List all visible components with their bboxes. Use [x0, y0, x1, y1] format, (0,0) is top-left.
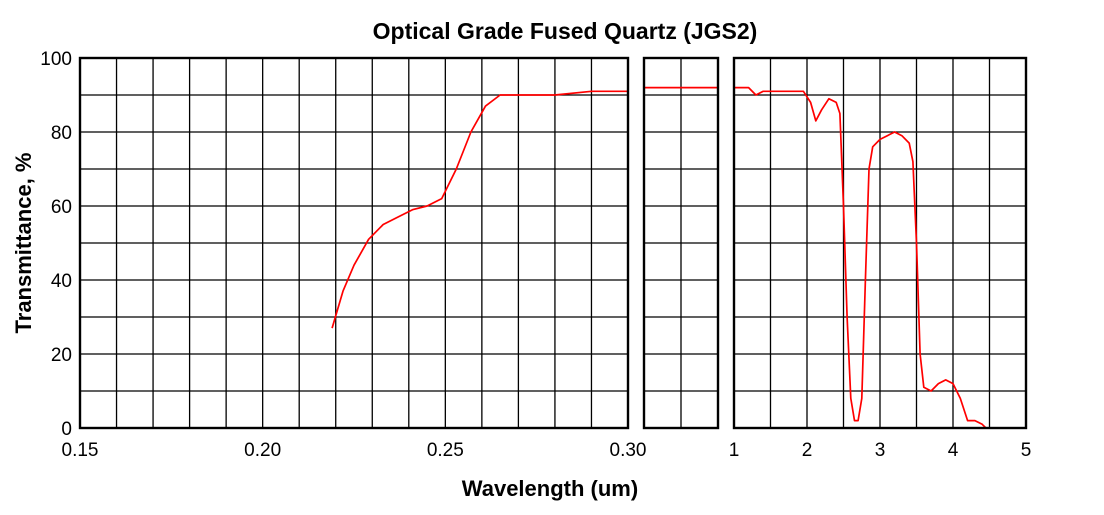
- y-tick-label: 0: [61, 419, 72, 440]
- x-tick-label: 2: [802, 440, 813, 461]
- plot-panel-frame-1: [78, 56, 630, 430]
- x-tick-label: 5: [1021, 440, 1032, 461]
- transmittance-series-panel-3: [734, 86, 987, 429]
- x-tick-label: 0.30: [610, 440, 647, 461]
- y-tick-label: 100: [40, 49, 72, 70]
- y-tick-label: 40: [51, 271, 72, 292]
- x-tick-label: 0.20: [244, 440, 281, 461]
- y-tick-label: 80: [51, 123, 72, 144]
- x-tick-label: 0.25: [427, 440, 464, 461]
- chart-title: Optical Grade Fused Quartz (JGS2): [373, 18, 758, 44]
- x-tick-label: 3: [875, 440, 886, 461]
- plot-panel-frame-3: [732, 56, 1028, 430]
- y-tick-label: 60: [51, 197, 72, 218]
- x-tick-label: 0.15: [62, 440, 99, 461]
- transmittance-series-panel-1: [331, 90, 628, 329]
- x-tick-label: 1: [729, 440, 740, 461]
- plot-panel-frame-2: [642, 56, 720, 430]
- y-tick-label: 20: [51, 345, 72, 366]
- y-axis-label: Transmittance, %: [11, 153, 36, 334]
- x-tick-label: 4: [948, 440, 959, 461]
- x-axis-label: Wavelength (um): [462, 476, 638, 501]
